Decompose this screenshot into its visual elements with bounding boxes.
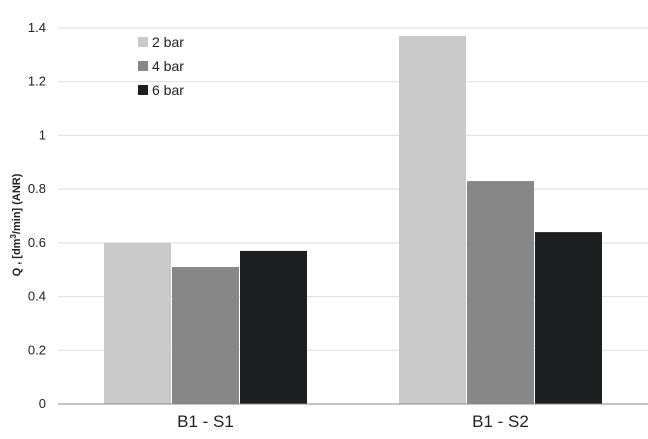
- x-category-label: B1 - S1: [177, 412, 234, 431]
- bar-6-bar-2: [535, 232, 602, 404]
- bar-6-bar-1: [240, 250, 307, 404]
- y-tick-label: 1.4: [28, 20, 46, 35]
- y-tick-label: 0.2: [28, 342, 46, 357]
- y-tick-label: 0.8: [28, 181, 46, 196]
- y-tick-label: 0.6: [28, 235, 46, 250]
- legend-swatch: [138, 85, 148, 95]
- legend: 2 bar 4 bar 6 bar: [138, 34, 184, 98]
- y-tick-label: 1: [39, 127, 46, 142]
- legend-label: 6 bar: [152, 82, 184, 98]
- bar-2-bar-1: [104, 242, 171, 404]
- legend-label: 2 bar: [152, 34, 184, 50]
- x-category-label: B1 - S2: [472, 412, 529, 431]
- y-tick-label: 0: [39, 396, 46, 411]
- legend-swatch: [138, 37, 148, 47]
- y-tick-label: 0.4: [28, 289, 46, 304]
- y-axis-title: Q , [dm3/min] (ANR): [9, 173, 24, 276]
- y-axis-title-superscript: 3: [9, 234, 18, 239]
- y-axis-title-main: Q , [dm: [11, 238, 23, 276]
- bars: [104, 36, 602, 405]
- y-tick-label: 1.2: [28, 74, 46, 89]
- y-axis-ticks: 0 0.2 0.4 0.6 0.8 1 1.2 1.4: [28, 20, 46, 411]
- bar-2-bar-2: [399, 36, 466, 405]
- y-axis-title-unit: /min] (ANR): [11, 173, 23, 234]
- bar-4-bar-2: [467, 181, 534, 404]
- legend-label: 4 bar: [152, 58, 184, 74]
- bar-4-bar-1: [172, 267, 239, 404]
- x-axis-labels: B1 - S1 B1 - S2: [177, 412, 529, 431]
- legend-swatch: [138, 61, 148, 71]
